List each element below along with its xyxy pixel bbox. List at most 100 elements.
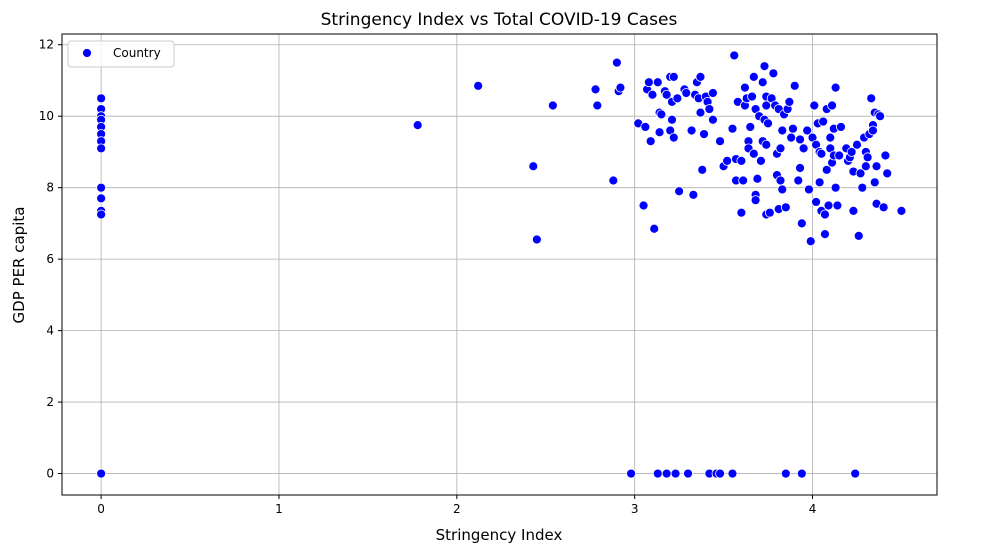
data-point bbox=[96, 93, 107, 104]
data-point bbox=[668, 71, 679, 82]
legend-label: Country bbox=[113, 46, 161, 60]
legend-box bbox=[67, 40, 175, 68]
data-point bbox=[652, 77, 663, 88]
data-point bbox=[818, 116, 829, 127]
y-tick-label: 6 bbox=[46, 252, 54, 266]
data-point bbox=[763, 118, 773, 129]
data-point bbox=[736, 207, 747, 218]
data-point bbox=[757, 77, 768, 88]
data-point bbox=[638, 200, 649, 211]
data-point bbox=[674, 186, 685, 197]
data-point bbox=[795, 163, 805, 173]
data-point bbox=[793, 175, 804, 186]
data-point bbox=[745, 122, 756, 132]
data-point bbox=[611, 57, 622, 68]
data-point bbox=[608, 175, 619, 186]
data-point bbox=[695, 71, 706, 82]
plot-frame bbox=[61, 33, 938, 496]
data-point bbox=[722, 155, 733, 166]
x-tick-label: 1 bbox=[275, 502, 283, 516]
data-point bbox=[727, 468, 738, 479]
data-point bbox=[805, 236, 816, 247]
x-tick-label: 4 bbox=[809, 502, 817, 516]
y-tick-label: 0 bbox=[46, 467, 54, 481]
data-point bbox=[528, 161, 539, 172]
data-point bbox=[750, 195, 761, 206]
data-point bbox=[761, 139, 772, 150]
data-point bbox=[592, 100, 603, 111]
data-point bbox=[777, 184, 788, 195]
data-point bbox=[830, 82, 841, 93]
data-point bbox=[827, 100, 837, 111]
data-point bbox=[738, 175, 749, 186]
data-point bbox=[681, 88, 692, 98]
x-axis-ticks: 0 1 2 3 4 bbox=[97, 495, 816, 516]
data-point bbox=[777, 125, 788, 136]
data-point bbox=[820, 229, 830, 240]
data-point bbox=[473, 80, 484, 91]
x-tick-label: 3 bbox=[631, 502, 639, 516]
data-point bbox=[640, 122, 651, 132]
data-point bbox=[652, 468, 663, 479]
data-point bbox=[715, 468, 725, 479]
data-point bbox=[868, 125, 878, 136]
data-point bbox=[869, 177, 880, 188]
data-point bbox=[736, 155, 747, 166]
data-point bbox=[823, 200, 834, 211]
data-point bbox=[626, 468, 637, 479]
data-point bbox=[729, 50, 740, 61]
data-point bbox=[804, 184, 814, 195]
data-point bbox=[649, 223, 660, 234]
legend: Country bbox=[67, 40, 175, 68]
data-point bbox=[547, 100, 558, 111]
data-point bbox=[821, 164, 832, 175]
data-point bbox=[590, 84, 601, 95]
data-point bbox=[780, 202, 791, 213]
data-point bbox=[645, 136, 656, 147]
y-axis-label: GDP PER capita bbox=[10, 207, 28, 324]
data-point bbox=[764, 207, 775, 218]
data-point bbox=[784, 96, 795, 107]
data-point bbox=[882, 168, 893, 179]
data-point bbox=[850, 468, 861, 479]
y-tick-label: 4 bbox=[46, 324, 54, 338]
data-point bbox=[789, 80, 800, 91]
data-point bbox=[775, 143, 786, 154]
data-point bbox=[672, 93, 683, 104]
data-point bbox=[96, 182, 107, 193]
data-point bbox=[866, 93, 877, 104]
data-point bbox=[788, 123, 798, 134]
data-point bbox=[661, 468, 672, 479]
data-point bbox=[759, 61, 770, 72]
data-point bbox=[670, 468, 681, 479]
data-point bbox=[852, 139, 862, 150]
data-point bbox=[834, 150, 845, 161]
data-point bbox=[871, 161, 882, 172]
data-point bbox=[862, 152, 873, 163]
data-point bbox=[748, 148, 759, 159]
data-point bbox=[796, 468, 807, 479]
data-point bbox=[809, 100, 820, 111]
data-point bbox=[780, 468, 791, 479]
data-point bbox=[798, 143, 809, 154]
data-point bbox=[697, 164, 708, 175]
data-point bbox=[668, 132, 679, 143]
data-point bbox=[825, 132, 836, 143]
data-point bbox=[814, 177, 825, 188]
y-tick-label: 12 bbox=[39, 38, 54, 52]
data-point bbox=[740, 82, 750, 93]
data-point bbox=[752, 173, 763, 184]
data-point bbox=[412, 120, 423, 131]
data-point bbox=[832, 200, 843, 211]
data-point bbox=[96, 143, 107, 154]
data-point bbox=[875, 111, 885, 122]
data-point bbox=[96, 209, 107, 220]
data-point bbox=[756, 155, 766, 166]
data-point bbox=[775, 175, 786, 186]
data-point bbox=[860, 161, 871, 172]
x-tick-label: 2 bbox=[453, 502, 461, 516]
data-point bbox=[708, 88, 718, 98]
data-point bbox=[656, 109, 667, 120]
data-points bbox=[96, 50, 907, 479]
